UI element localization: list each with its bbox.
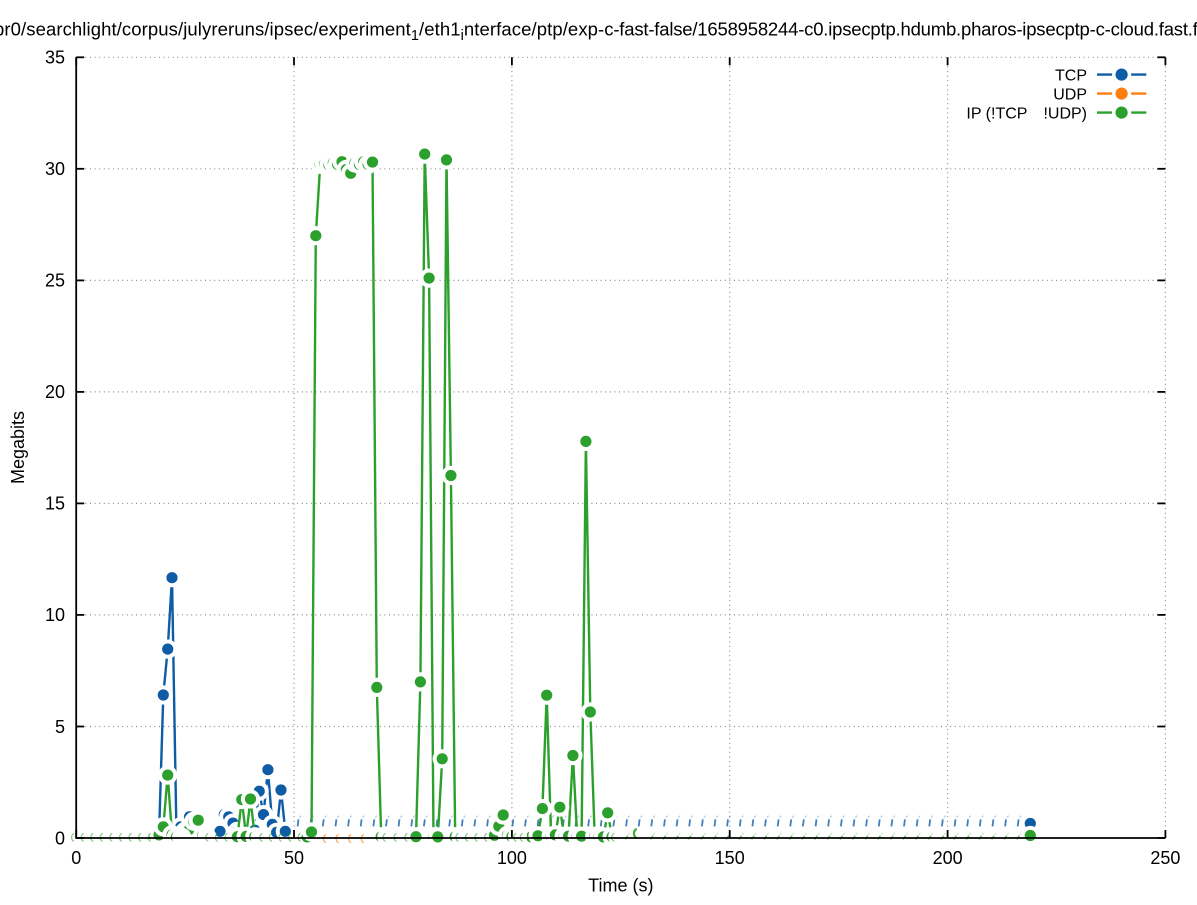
svg-text:25: 25 [45, 271, 65, 291]
svg-text:0: 0 [71, 848, 81, 868]
svg-text:Time (s): Time (s) [588, 876, 653, 896]
svg-text:30: 30 [45, 159, 65, 179]
svg-text:100: 100 [497, 848, 527, 868]
svg-text:Megabits: Megabits [8, 411, 28, 484]
svg-text:35: 35 [45, 48, 65, 68]
svg-text:10: 10 [45, 605, 65, 625]
svg-text:0: 0 [55, 828, 65, 848]
svg-text:TCP: TCP [1055, 67, 1087, 84]
svg-text:IP (!TCP !UDP): IP (!TCP !UDP) [966, 105, 1087, 122]
svg-text:20: 20 [45, 382, 65, 402]
svg-text:150: 150 [715, 848, 745, 868]
svg-text:5: 5 [55, 717, 65, 737]
svg-text:250: 250 [1150, 848, 1180, 868]
svg-text:200: 200 [933, 848, 963, 868]
svg-text:50: 50 [284, 848, 304, 868]
svg-text:15: 15 [45, 494, 65, 514]
svg-text:UDP: UDP [1053, 86, 1087, 103]
